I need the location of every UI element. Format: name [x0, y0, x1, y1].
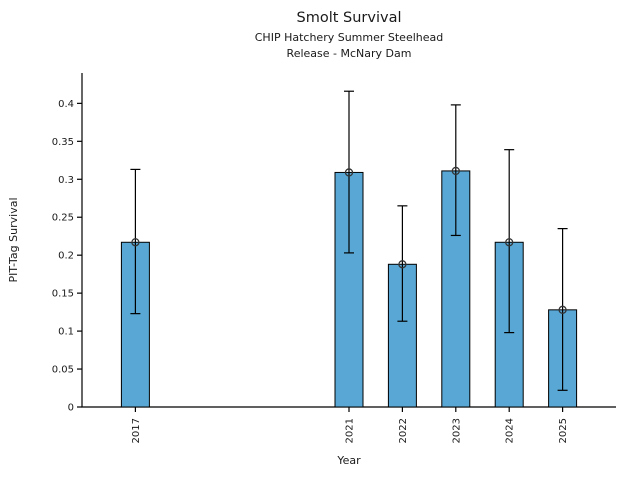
- chart-subtitle-1: CHIP Hatchery Summer Steelhead: [254, 31, 444, 44]
- marker-2017: [131, 238, 140, 247]
- x-tick-label-2022: 2022: [398, 418, 409, 443]
- y-tick-label-0.1: 0.1: [58, 327, 74, 338]
- marker-2022: [398, 260, 407, 269]
- y-tick-label-0.15: 0.15: [52, 289, 74, 300]
- marker-2023: [451, 166, 460, 176]
- y-tick-label-0.05: 0.05: [52, 365, 74, 376]
- x-tick-label-2021: 2021: [345, 418, 356, 443]
- y-tick-label-0.35: 0.35: [52, 137, 74, 148]
- marker-2021: [344, 168, 354, 177]
- y-tick-label-0.25: 0.25: [52, 213, 74, 224]
- y-tick-label-0: 0: [68, 403, 74, 414]
- y-axis-label: PIT-Tag Survival: [7, 197, 20, 283]
- x-tick-label-2025: 2025: [558, 418, 569, 443]
- x-tick-label-2023: 2023: [451, 418, 462, 443]
- marker-2025: [558, 305, 567, 314]
- y-tick-label-0.2: 0.2: [58, 251, 74, 262]
- chart-title: Smolt Survival: [296, 10, 402, 26]
- y-tick-label-0.4: 0.4: [58, 99, 74, 110]
- x-axis-label: Year: [337, 454, 361, 467]
- x-tick-label-2024: 2024: [505, 418, 516, 443]
- y-tick-label-0.3: 0.3: [58, 175, 74, 186]
- marker-2024: [505, 238, 514, 247]
- x-tick-label-2017: 2017: [131, 418, 142, 443]
- chart-subtitle-2: Release - McNary Dam: [286, 47, 412, 60]
